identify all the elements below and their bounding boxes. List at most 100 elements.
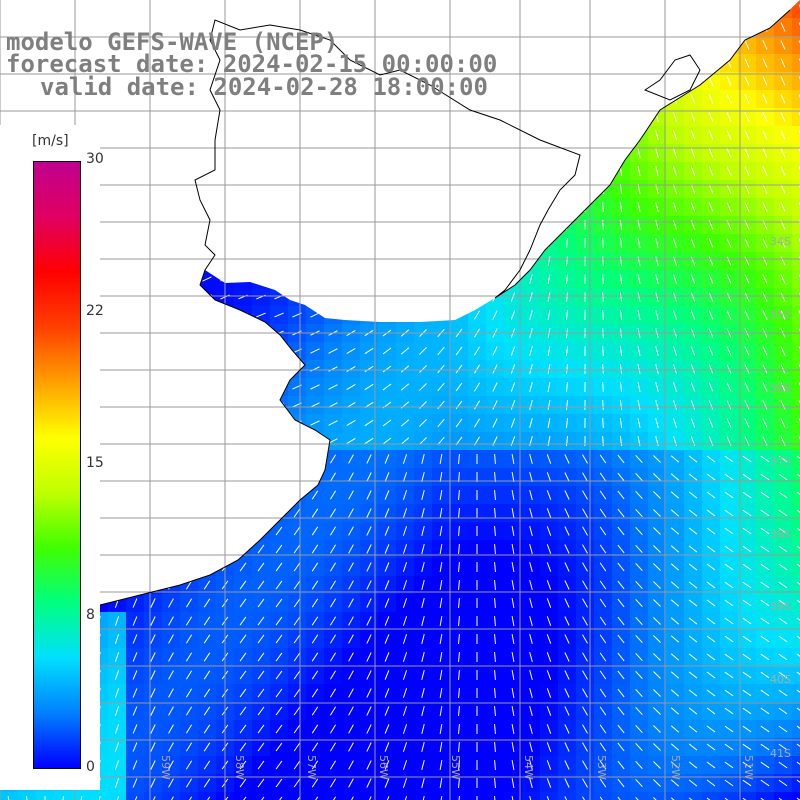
wind-arrow xyxy=(130,293,140,301)
wind-arrow xyxy=(402,760,408,770)
wind-arrow xyxy=(653,653,661,661)
wind-arrow xyxy=(670,473,680,481)
wind-arrow xyxy=(653,617,661,625)
wind-arrow xyxy=(672,274,678,284)
wind-arrow xyxy=(130,221,140,229)
field-cell xyxy=(504,180,522,198)
wind-arrow xyxy=(402,634,408,644)
wind-arrow xyxy=(112,113,122,121)
wind-arrow xyxy=(419,167,427,175)
wind-arrow xyxy=(706,761,716,769)
wind-arrow xyxy=(437,364,445,374)
wind-arrow xyxy=(510,148,516,158)
wind-arrow xyxy=(26,795,28,800)
wind-arrow xyxy=(311,616,319,626)
wind-arrow xyxy=(494,651,496,663)
wind-arrow xyxy=(546,724,552,734)
wind-arrow xyxy=(546,454,552,464)
wind-arrow xyxy=(384,544,390,554)
wind-arrow xyxy=(778,455,788,463)
wind-arrow xyxy=(760,545,770,553)
wind-arrow xyxy=(329,490,337,500)
wind-arrow xyxy=(529,274,533,284)
field-cell xyxy=(594,72,612,90)
wind-arrow xyxy=(670,671,680,679)
wind-arrow xyxy=(257,598,265,608)
wind-arrow xyxy=(328,186,338,192)
wind-arrow xyxy=(132,544,138,554)
wind-arrow xyxy=(400,293,410,301)
wind-arrow xyxy=(546,634,552,644)
wind-arrow xyxy=(130,419,140,427)
wind-arrow xyxy=(421,490,425,500)
wind-arrow xyxy=(670,743,680,751)
field-cell xyxy=(306,234,324,252)
field-cell xyxy=(792,90,800,108)
wind-arrow xyxy=(112,437,122,445)
wind-arrow xyxy=(203,670,211,680)
field-cell xyxy=(792,252,800,270)
field-cell xyxy=(252,360,270,378)
wind-arrow xyxy=(742,599,752,607)
field-cell xyxy=(324,162,342,180)
wind-arrow xyxy=(366,616,372,626)
wind-arrow xyxy=(382,293,392,301)
field-cell xyxy=(486,216,504,234)
wind-arrow xyxy=(437,346,445,356)
wind-arrow xyxy=(437,22,445,32)
wind-arrow xyxy=(366,508,372,518)
wind-arrow xyxy=(256,168,266,174)
wind-arrow xyxy=(619,399,623,411)
wind-arrow xyxy=(688,725,698,733)
field-cell xyxy=(306,216,324,234)
wind-arrow xyxy=(310,186,320,192)
wind-arrow xyxy=(348,544,354,554)
field-cell xyxy=(396,216,414,234)
wind-arrow xyxy=(510,382,516,392)
field-cell xyxy=(450,234,468,252)
wind-arrow xyxy=(511,561,515,573)
field-cell xyxy=(144,522,162,540)
field-cell xyxy=(306,252,324,270)
wind-arrow xyxy=(492,364,498,374)
field-cell xyxy=(558,36,576,54)
field-cell xyxy=(162,234,180,252)
wind-arrow xyxy=(742,797,752,800)
field-cell xyxy=(108,198,126,216)
wind-arrow xyxy=(348,616,354,626)
wind-arrow xyxy=(400,221,410,229)
wind-arrow xyxy=(688,599,698,607)
wind-arrow xyxy=(672,382,678,392)
wind-arrow xyxy=(112,275,122,283)
field-cell xyxy=(504,216,522,234)
field-cell xyxy=(450,216,468,234)
wind-arrow xyxy=(421,598,425,608)
field-cell xyxy=(306,270,324,288)
field-cell xyxy=(792,450,800,468)
wind-arrow xyxy=(744,238,750,248)
wind-arrow xyxy=(202,276,212,282)
wind-arrow xyxy=(510,22,516,32)
wind-arrow xyxy=(564,724,570,734)
field-cell xyxy=(522,36,540,54)
wind-arrow xyxy=(780,94,786,104)
field-cell xyxy=(324,252,342,270)
wind-arrow xyxy=(114,634,120,644)
field-cell xyxy=(774,0,792,18)
wind-arrow xyxy=(256,348,266,354)
wind-arrow xyxy=(706,797,716,800)
wind-arrow xyxy=(239,598,247,608)
wind-arrow xyxy=(602,399,604,411)
wind-arrow xyxy=(6,4,12,14)
wind-arrow xyxy=(619,147,623,159)
wind-arrow xyxy=(547,417,551,429)
wind-arrow xyxy=(455,364,463,374)
wind-arrow xyxy=(744,76,750,86)
wind-arrow xyxy=(132,472,138,482)
field-cell xyxy=(504,792,522,800)
wind-arrow xyxy=(238,240,248,246)
field-cell xyxy=(468,234,486,252)
wind-arrow xyxy=(455,4,463,14)
wind-arrow xyxy=(366,454,372,464)
field-cell xyxy=(270,432,288,450)
